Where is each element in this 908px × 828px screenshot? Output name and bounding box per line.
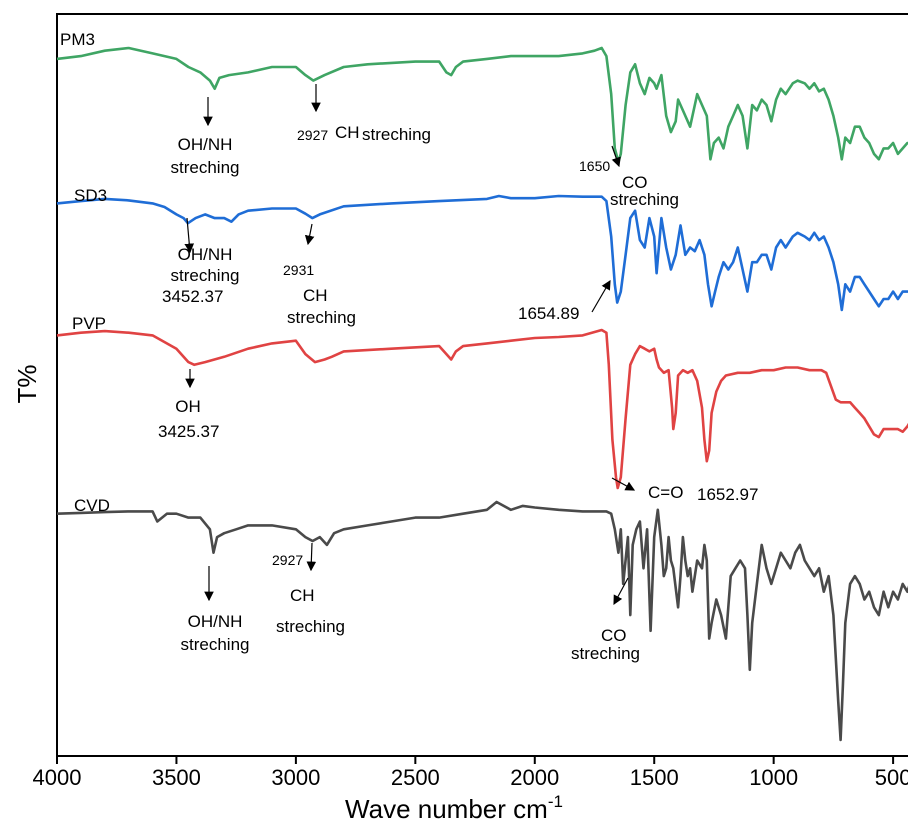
series-line-cvd [56, 500, 908, 742]
pvp-oh-label: OH [175, 397, 201, 416]
cvd-ch-label: CH [290, 586, 315, 605]
pvp-3425-value: 3425.37 [158, 422, 219, 441]
x-tick-label: 500 [875, 765, 908, 790]
pm3-ohnh-streching: streching [171, 158, 240, 177]
x-axis-title-superscript: -1 [548, 792, 563, 811]
cvd-co-label: CO [601, 626, 627, 645]
pvp-co-label: C=O [648, 483, 683, 502]
cvd-co-streching: streching [571, 644, 640, 663]
pm3-ch-streching: streching [362, 125, 431, 144]
cvd-co-arrow [613, 577, 629, 606]
y-axis-title: T% [12, 365, 42, 404]
series-label-sd3: SD3 [74, 186, 107, 205]
series-label-pvp: PVP [72, 314, 106, 333]
series-label-cvd: CVD [74, 496, 110, 515]
plot-frame [56, 13, 908, 757]
series-line-pvp [56, 328, 908, 490]
x-axis-ticks: 4000 3500 3000 2500 2000 1500 1000 500 [33, 756, 908, 790]
pm3-co-streching: streching [610, 190, 679, 209]
pm3-co-arrow [611, 145, 621, 168]
sd3-ch-arrow [304, 223, 315, 246]
cvd-ch-arrow [306, 542, 317, 572]
sd3-2931-value: 2931 [283, 262, 314, 278]
x-tick-label: 3500 [152, 765, 201, 790]
series-line-sd3 [56, 194, 908, 312]
x-tick-label: 2500 [391, 765, 440, 790]
pm3-1650-value: 1650 [579, 158, 610, 174]
pm3-ch-label: CH [335, 123, 360, 142]
x-axis-title-text: Wave number cm [345, 794, 548, 824]
cvd-2927-value: 2927 [272, 552, 303, 568]
x-tick-label: 2000 [510, 765, 559, 790]
sd3-co-arrow [591, 279, 611, 313]
pvp-1652-value: 1652.97 [697, 485, 758, 504]
x-tick-label: 1500 [630, 765, 679, 790]
cvd-ch-streching: streching [276, 617, 345, 636]
sd3-1654-value: 1654.89 [518, 304, 579, 323]
sd3-ch-label: CH [303, 286, 328, 305]
series-group [56, 46, 908, 742]
sd3-ohnh-streching: streching [171, 266, 240, 285]
sd3-ohnh-arrow [184, 217, 195, 254]
x-tick-label: 1000 [749, 765, 798, 790]
x-tick-label: 3000 [271, 765, 320, 790]
sd3-3452-value: 3452.37 [162, 287, 223, 306]
pm3-co-label: CO [622, 173, 648, 192]
sd3-ohnh-label: OH/NH [178, 245, 233, 264]
pm3-2927-value: 2927 [297, 127, 328, 143]
x-tick-label: 4000 [33, 765, 82, 790]
pm3-ohnh-label: OH/NH [178, 135, 233, 154]
cvd-ohnh-streching: streching [181, 635, 250, 654]
sd3-ch-streching: streching [287, 308, 356, 327]
series-line-pm3 [56, 46, 908, 164]
series-label-pm3: PM3 [60, 30, 95, 49]
x-axis-title: Wave number cm-1 [345, 792, 563, 824]
pvp-co-arrow [611, 477, 636, 491]
cvd-ohnh-label: OH/NH [188, 612, 243, 631]
